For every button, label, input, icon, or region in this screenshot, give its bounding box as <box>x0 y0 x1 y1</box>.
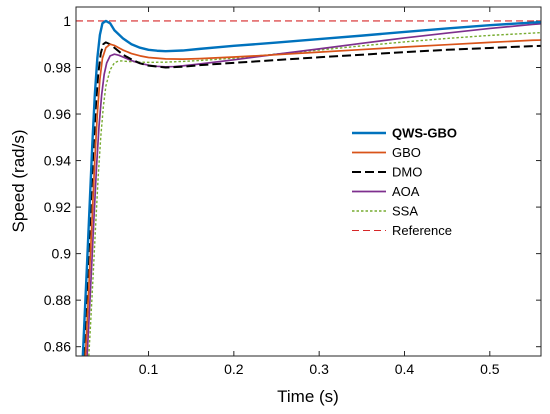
legend: QWS-GBO GBO DMO AOA SSA Reference <box>352 126 457 238</box>
legend-item: DMO <box>352 165 422 180</box>
x-tick-label: 0.2 <box>224 361 244 377</box>
y-tick-label: 0.92 <box>44 199 71 215</box>
y-axis-label: Speed (rad/s) <box>9 130 28 233</box>
plot-area <box>76 7 541 356</box>
series-line-dmo <box>82 41 541 356</box>
x-tick-label: 0.1 <box>139 361 159 377</box>
legend-label: GBO <box>392 145 421 160</box>
plot-frame <box>75 6 542 357</box>
y-tick-label: 0.98 <box>44 59 71 75</box>
x-tick-label: 0.5 <box>480 361 500 377</box>
series-layer <box>76 19 541 356</box>
legend-label: AOA <box>392 184 420 199</box>
legend-item: QWS-GBO <box>352 126 457 141</box>
y-tick-label: 1 <box>63 13 71 29</box>
series-line-aoa <box>86 22 541 356</box>
legend-item: GBO <box>352 145 421 160</box>
legend-label: QWS-GBO <box>392 126 457 141</box>
legend-item: AOA <box>352 184 420 199</box>
y-tick-label: 0.88 <box>44 292 71 308</box>
x-tick-label: 0.3 <box>309 361 329 377</box>
x-tick-label: 0.4 <box>395 361 415 377</box>
y-tick-label: 0.94 <box>44 153 71 169</box>
y-tick-label: 0.96 <box>44 106 71 122</box>
legend-label: Reference <box>392 223 452 238</box>
y-tick-label: 0.9 <box>52 246 72 262</box>
legend-item: Reference <box>352 223 452 238</box>
y-tick-label: 0.86 <box>44 339 71 355</box>
tick-labels: 0.1 0.2 0.3 0.4 0.5 0.86 0.88 0.9 0.92 0.94 0.96 0.… <box>44 13 500 377</box>
legend-item: SSA <box>352 204 418 219</box>
legend-label: SSA <box>392 204 418 219</box>
x-axis-label: Time (s) <box>277 387 339 406</box>
axis-ticks <box>76 7 541 356</box>
legend-label: DMO <box>392 165 422 180</box>
series-line-qws-gbo <box>81 19 541 356</box>
series-line-gbo <box>84 39 541 356</box>
